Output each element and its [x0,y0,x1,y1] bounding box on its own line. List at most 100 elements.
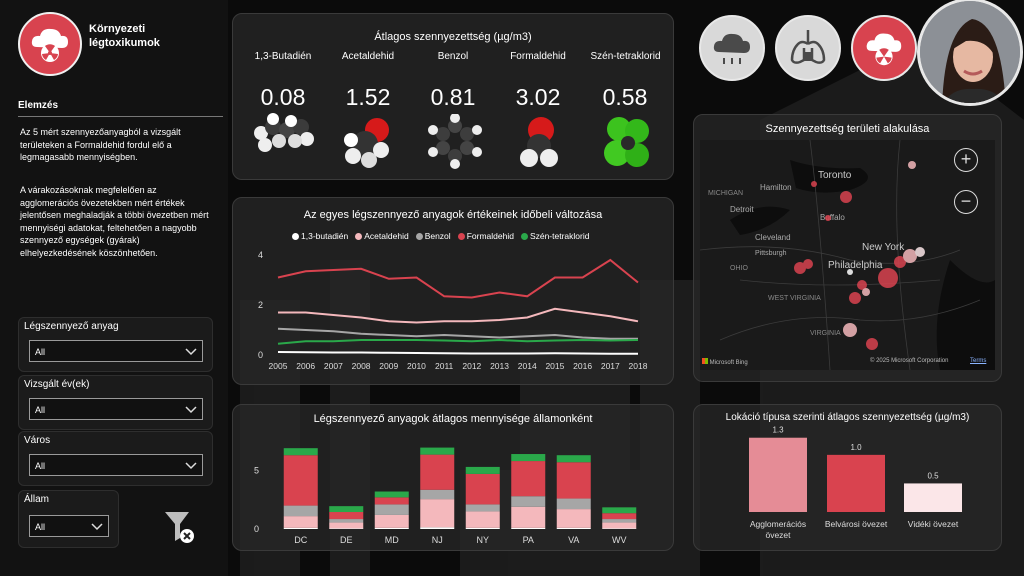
location-bar[interactable] [904,483,962,512]
stacked-bar-segment[interactable] [329,522,364,529]
x-tick-label: DC [294,535,307,545]
stacked-bar-segment[interactable] [283,505,318,517]
x-tick-label: 2017 [601,361,620,371]
stacked-bar-segment[interactable] [374,514,409,528]
stacked-bar-segment[interactable] [602,522,637,529]
stacked-bar-segment[interactable] [556,462,591,499]
stacked-bar-segment[interactable] [283,455,318,506]
stacked-bar-segment[interactable] [602,528,637,529]
data-label: 0.5 [927,471,939,480]
stacked-bar-segment[interactable] [511,454,546,462]
stacked-bar-segment[interactable] [556,455,591,463]
app-title-line1: Környezeti [89,23,146,35]
map-title: Szennyezettség területi alakulása [765,123,930,135]
map-terms-link[interactable]: Terms [970,358,987,364]
map-point[interactable] [903,249,917,263]
location-bar[interactable] [749,437,807,512]
stacked-bar-segment[interactable] [511,506,546,528]
legend-label: Acetaldehid [364,231,409,241]
stacked-bar-segment[interactable] [420,489,455,500]
stacked-bar-segment[interactable] [556,509,591,528]
filter-state-dropdown[interactable]: All [29,515,109,537]
stacked-bar-segment[interactable] [374,491,409,498]
stacked-bar-segment[interactable] [283,516,318,528]
stacked-bar-segment[interactable] [465,466,500,474]
stacked-bar-segment[interactable] [465,473,500,505]
legend-item[interactable]: Acetaldehid [355,231,409,241]
stacked-bar-segment[interactable] [374,527,409,529]
legend-item[interactable]: 1,3-butadién [292,231,348,241]
clear-filters-button[interactable] [163,508,197,546]
map-point[interactable] [803,259,813,269]
stacked-bar-segment[interactable] [329,506,364,513]
map-point[interactable] [840,191,852,203]
zoom-out-button[interactable]: − [954,190,978,214]
stacked-bar-segment[interactable] [465,527,500,529]
stacked-bar-segment[interactable] [374,504,409,515]
map-point[interactable] [857,280,867,290]
legend-item[interactable]: Szén-tetraklorid [520,231,590,241]
radiation-cloud-icon [31,28,68,62]
legend-dot [520,232,528,240]
analysis-paragraph-2: A várakozásoknak megfelelően az agglomer… [20,185,209,258]
location-bar[interactable] [827,454,885,512]
map-point[interactable] [849,292,861,304]
filter-city-value: All [35,461,46,471]
stacked-bar-segment[interactable] [420,454,455,490]
stacked-bar-segment[interactable] [420,499,455,528]
stacked-bar-segment[interactable] [329,528,364,529]
map-point[interactable] [878,268,898,288]
filter-pollutant-dropdown[interactable]: All [29,340,203,362]
benzene-molecule-icon [428,114,482,169]
map-label-buffalo: Buffalo [820,213,845,222]
map-point[interactable] [894,256,906,268]
legend-item[interactable]: Formaldehid [457,231,514,241]
filter-city-dropdown[interactable]: All [29,454,203,476]
time-series-title: Az egyes légszennyező anyagok értékeinek… [303,209,603,221]
data-label: 1.3 [772,426,784,435]
location-bar-title: Lokáció típusa szerinti átlagos szennyez… [725,412,970,423]
map-point[interactable] [825,215,831,221]
stacked-bar-segment[interactable] [556,527,591,529]
data-label: 1.0 [850,443,862,452]
chevron-down-icon [91,523,103,531]
map-point[interactable] [862,288,870,296]
chevron-down-icon [185,406,197,414]
stacked-bar-segment[interactable] [374,497,409,505]
stacked-bar-segment[interactable] [283,527,318,529]
stacked-bar-segment[interactable] [465,511,500,528]
map-point[interactable] [843,323,857,337]
legend-dot [415,232,423,240]
lungs-icon-button[interactable] [775,15,841,81]
stacked-bar-segment[interactable] [329,519,364,523]
cloud-icon-button[interactable] [699,15,765,81]
avatar[interactable] [917,0,1023,106]
stacked-bar-segment[interactable] [329,512,364,520]
stacked-bar-segment[interactable] [283,448,318,456]
filter-year-dropdown[interactable]: All [29,398,203,420]
map-point[interactable] [811,181,817,187]
stacked-bar-segment[interactable] [420,447,455,455]
stacked-bar-segment[interactable] [465,504,500,512]
stacked-bar-segment[interactable] [511,527,546,529]
legend-label: Benzol [424,231,451,241]
map-point[interactable] [908,161,916,169]
stacked-bar-segment[interactable] [511,461,546,497]
stacked-bar-segment[interactable] [602,513,637,520]
x-tick-label: Belvárosi övezet [825,519,888,529]
map-point[interactable] [866,338,878,350]
stacked-bar-segment[interactable] [556,498,591,510]
app-title-line2: légtoxikumok [89,37,160,49]
zoom-in-button[interactable]: + [954,148,978,172]
legend-item[interactable]: Benzol [415,231,451,241]
legend-label: Szén-tetraklorid [529,231,590,241]
stacked-bar-segment[interactable] [511,496,546,507]
map-point[interactable] [915,247,925,257]
map-point[interactable] [794,262,806,274]
stacked-bar-segment[interactable] [602,519,637,523]
radiation-icon-button[interactable] [851,15,917,81]
stacked-bar-segment[interactable] [602,507,637,514]
map-point[interactable] [847,269,853,275]
map-view[interactable]: MICHIGAN Hamilton Toronto Detroit Buffal… [700,140,995,370]
stacked-bar-segment[interactable] [420,527,455,529]
